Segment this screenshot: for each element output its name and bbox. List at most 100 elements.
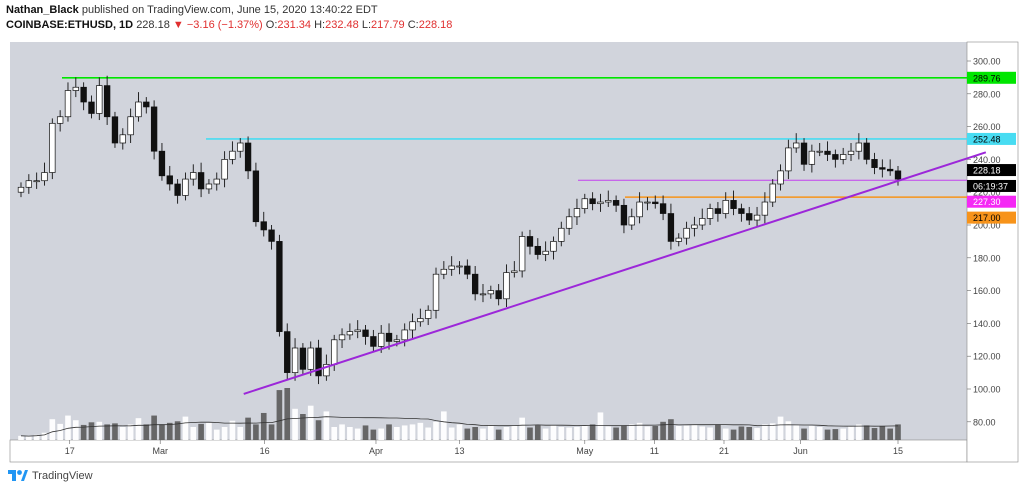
volume-bar: [856, 424, 862, 440]
y-tick-label: 260.00: [973, 122, 1001, 132]
volume-bar: [691, 424, 698, 440]
x-tick-label: 15: [893, 446, 903, 456]
volume-bar: [41, 432, 48, 440]
candle-body: [573, 208, 581, 218]
candle-body: [706, 208, 714, 219]
volume-bar: [409, 424, 416, 440]
volume-bar: [879, 425, 886, 440]
close-label: C:: [407, 19, 419, 31]
tradingview-logo-icon[interactable]: [8, 470, 28, 482]
candle-body: [41, 172, 48, 182]
volume-bar: [699, 426, 706, 440]
volume-bar: [253, 424, 259, 440]
volume-bar: [72, 420, 79, 440]
brand-label[interactable]: TradingView: [32, 470, 93, 482]
candle-body: [284, 331, 291, 373]
candle-body: [252, 170, 260, 223]
price-axis: [966, 41, 1019, 463]
candle-body: [49, 122, 56, 173]
open-label: O:: [265, 19, 278, 31]
candle-body: [652, 201, 659, 205]
volume-bar: [96, 421, 103, 440]
countdown-tag: 06:19:37: [973, 181, 1008, 191]
candle-body: [738, 208, 745, 214]
y-tick-label: 240.00: [973, 155, 1001, 165]
volume-bar: [354, 428, 361, 440]
candle-body: [511, 270, 518, 273]
candle-body: [487, 290, 494, 295]
candle-body: [150, 106, 158, 152]
orange-level-tag-bg: [967, 211, 1016, 224]
candle-body: [346, 331, 354, 336]
candle-body: [456, 265, 463, 268]
candle-body: [338, 334, 346, 341]
volume-bar: [174, 421, 181, 440]
y-tick-label: 80.00: [973, 417, 996, 427]
volume-bar: [213, 429, 220, 440]
high-value: 232.48: [325, 19, 359, 31]
author-name[interactable]: Nathan_Black: [6, 4, 79, 16]
x-tick-label: 11: [650, 446, 659, 456]
volume-bar: [135, 418, 142, 440]
price-chart[interactable]: 80.00 100.00 120.00 140.00 160.00 180.00 200.0…: [0, 36, 1024, 466]
candle-body: [832, 154, 839, 160]
volume-bar: [65, 415, 71, 440]
chart-header: Nathan_Black published on TradingView.co…: [6, 3, 1016, 33]
candle-body: [722, 200, 729, 214]
volume-bar: [754, 428, 760, 440]
volume-bar: [166, 422, 173, 440]
volume-bar: [394, 427, 400, 440]
ohlc-line: COINBASE:ETHUSD, 1D 228.18 ▼ −3.16 (−1.3…: [6, 18, 1016, 33]
candle-body: [354, 329, 361, 332]
candle-body: [526, 236, 534, 247]
volume-bar: [26, 436, 32, 440]
volume-bar: [127, 424, 134, 440]
last-price-tag: 228.18: [973, 166, 1001, 176]
candle-body: [714, 208, 722, 214]
candle-body: [589, 198, 596, 205]
volume-bar: [339, 424, 345, 440]
volume-bar: [785, 421, 792, 440]
candle-body: [565, 216, 573, 229]
candle-body: [331, 339, 338, 365]
y-tick-label: 220.00: [973, 188, 1001, 198]
volume-bar: [425, 427, 431, 440]
candle-body: [268, 229, 275, 242]
volume-bar: [613, 427, 619, 440]
volume-bar: [417, 422, 424, 440]
candle-body: [362, 329, 369, 337]
volume-bar: [159, 424, 165, 440]
volume-bar: [401, 425, 408, 440]
x-tick-label: Jun: [793, 446, 808, 456]
volume-bar: [809, 425, 815, 440]
candle-body: [417, 318, 424, 323]
volume-bar: [315, 420, 322, 440]
candle-body: [197, 172, 205, 190]
volume-bar: [550, 425, 557, 440]
green-level-tag-bg: [967, 71, 1016, 84]
x-tick-label: 17: [65, 446, 75, 456]
y-tick-label: 140.00: [973, 319, 1001, 329]
candle-body: [871, 159, 878, 168]
volume-bar: [605, 426, 612, 440]
candle-body: [323, 364, 330, 377]
volume-bar: [675, 425, 682, 440]
footer: TradingView: [8, 470, 93, 482]
symbol-label[interactable]: COINBASE:ETHUSD, 1D: [6, 19, 134, 31]
volume-bar: [597, 412, 604, 440]
volume-bar: [260, 412, 267, 440]
candle-body: [542, 250, 549, 255]
candle-body: [644, 201, 651, 204]
candle-body: [88, 101, 95, 114]
candle-body: [597, 201, 604, 205]
candle-body: [495, 290, 502, 300]
low-label: L:: [361, 19, 372, 31]
candle-body: [119, 134, 126, 144]
candle-body: [56, 116, 64, 124]
candle-body: [581, 198, 588, 209]
candle-body: [746, 213, 753, 221]
volume-bar: [558, 427, 565, 440]
volume-bar: [644, 426, 651, 440]
x-tick-label: May: [576, 446, 594, 456]
volume-bar: [370, 429, 377, 440]
